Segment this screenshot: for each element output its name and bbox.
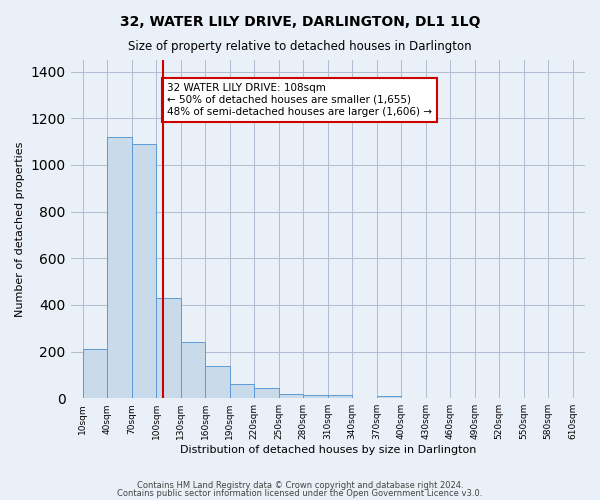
- Bar: [205, 366, 230, 398]
- Bar: [328, 394, 352, 398]
- Bar: [132, 144, 156, 398]
- Text: 32, WATER LILY DRIVE, DARLINGTON, DL1 1LQ: 32, WATER LILY DRIVE, DARLINGTON, DL1 1L…: [120, 15, 480, 29]
- Text: Size of property relative to detached houses in Darlington: Size of property relative to detached ho…: [128, 40, 472, 53]
- X-axis label: Distribution of detached houses by size in Darlington: Distribution of detached houses by size …: [179, 445, 476, 455]
- Bar: [230, 384, 254, 398]
- Bar: [107, 137, 132, 398]
- Text: Contains HM Land Registry data © Crown copyright and database right 2024.: Contains HM Land Registry data © Crown c…: [137, 481, 463, 490]
- Bar: [83, 349, 107, 398]
- Bar: [279, 394, 303, 398]
- Y-axis label: Number of detached properties: Number of detached properties: [15, 142, 25, 317]
- Bar: [254, 388, 279, 398]
- Bar: [377, 396, 401, 398]
- Text: 32 WATER LILY DRIVE: 108sqm
← 50% of detached houses are smaller (1,655)
48% of : 32 WATER LILY DRIVE: 108sqm ← 50% of det…: [167, 84, 432, 116]
- Bar: [303, 394, 328, 398]
- Bar: [181, 342, 205, 398]
- Text: Contains public sector information licensed under the Open Government Licence v3: Contains public sector information licen…: [118, 488, 482, 498]
- Bar: [156, 298, 181, 398]
